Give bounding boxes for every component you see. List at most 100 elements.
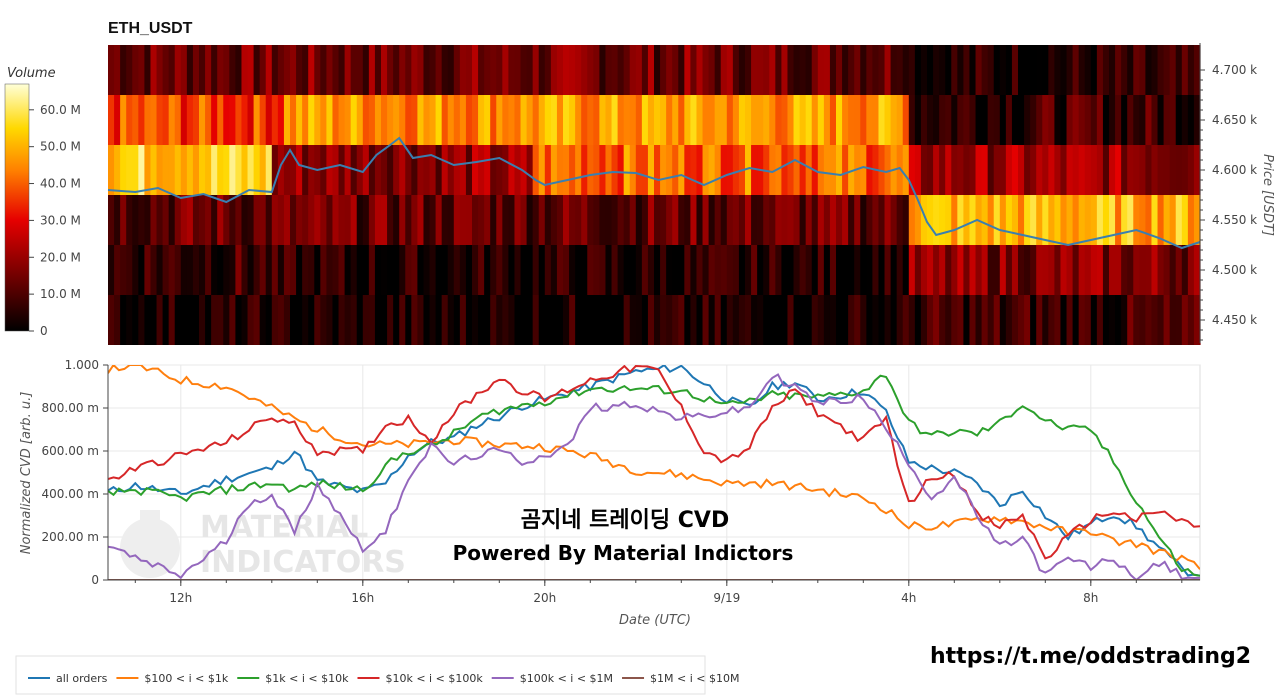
heatmap-cell xyxy=(690,145,698,195)
heatmap-cell xyxy=(696,145,704,195)
heatmap-cell xyxy=(277,245,285,295)
heatmap-cell xyxy=(496,245,503,295)
heatmap-cell xyxy=(435,95,443,145)
heatmap-cell xyxy=(1066,195,1074,245)
heatmap-cell xyxy=(957,95,964,145)
heatmap-cell xyxy=(1030,295,1037,345)
heatmap-cell xyxy=(271,45,279,95)
heatmap-cell xyxy=(933,295,940,345)
heatmap-cell xyxy=(896,45,904,95)
heatmap-cell xyxy=(229,145,236,195)
heatmap-cell xyxy=(1181,45,1189,95)
heatmap-cell xyxy=(180,95,188,145)
heatmap-cell xyxy=(787,95,795,145)
heatmap-cell xyxy=(265,45,273,95)
heatmap-cell xyxy=(199,295,206,345)
heatmap-cell xyxy=(374,295,382,345)
heatmap-cell xyxy=(896,95,904,145)
heatmap-cell xyxy=(423,195,431,245)
legend-label: $100k < i < $1M xyxy=(520,672,613,685)
heatmap-cell xyxy=(1163,245,1171,295)
heatmap-cell xyxy=(381,245,388,295)
cvd-y-tick-label: 200.00 m xyxy=(42,530,100,544)
heatmap-cell xyxy=(641,245,649,295)
heatmap-cell xyxy=(126,95,133,145)
heatmap-cell xyxy=(1127,195,1134,245)
heatmap-cell xyxy=(799,195,807,245)
heatmap-cell xyxy=(623,245,631,295)
heatmap-cell xyxy=(308,195,315,245)
heatmap-cell xyxy=(823,45,831,95)
heatmap-cell xyxy=(217,145,224,195)
heatmap-cell xyxy=(1011,45,1019,95)
telegram-link[interactable]: https://t.me/oddstrading2 xyxy=(930,644,1251,669)
cvd-series-line xyxy=(108,374,1200,577)
heatmap-cell xyxy=(684,295,691,345)
heatmap-cell xyxy=(1109,95,1116,145)
heatmap-cell xyxy=(763,45,770,95)
price-tick-label: 4.450 k xyxy=(1212,313,1257,327)
heatmap-cell xyxy=(1133,195,1140,245)
heatmap-cell xyxy=(981,245,989,295)
heatmap-cell xyxy=(168,295,176,345)
heatmap-cell xyxy=(1169,145,1177,195)
heatmap-cell xyxy=(180,145,188,195)
heatmap-cell xyxy=(484,295,491,345)
heatmap-cell xyxy=(866,95,873,145)
heatmap-cell xyxy=(429,95,437,145)
heatmap-cell xyxy=(290,95,297,145)
heatmap-cell xyxy=(714,245,722,295)
heatmap-cell xyxy=(914,95,922,145)
heatmap-cell xyxy=(478,95,485,145)
heatmap-cell xyxy=(453,145,461,195)
heatmap-cell xyxy=(253,245,261,295)
heatmap-cell xyxy=(314,295,321,345)
heatmap-cell xyxy=(1096,145,1104,195)
heatmap-cell xyxy=(878,45,886,95)
heatmap-cell xyxy=(611,45,619,95)
heatmap-cell xyxy=(344,295,352,345)
heatmap-cell xyxy=(368,45,376,95)
heatmap-cell xyxy=(265,295,273,345)
heatmap-cell xyxy=(781,95,789,145)
heatmap-cell xyxy=(635,95,643,145)
heatmap-cell xyxy=(817,145,825,195)
cvd-x-tick-label: 9/19 xyxy=(713,591,740,605)
heatmap-cell xyxy=(1151,195,1159,245)
heatmap-cell xyxy=(963,95,971,145)
heatmap-cell xyxy=(927,295,934,345)
heatmap-cell xyxy=(654,145,661,195)
heatmap-cell xyxy=(550,195,558,245)
heatmap-cell xyxy=(1024,45,1031,95)
heatmap-cell xyxy=(672,295,679,345)
heatmap-cell xyxy=(569,145,576,195)
heatmap-cell xyxy=(836,145,843,195)
heatmap-cell xyxy=(1090,295,1098,345)
heatmap-cell xyxy=(241,295,249,345)
heatmap-cell xyxy=(338,195,346,245)
heatmap-cell xyxy=(1181,95,1189,145)
heatmap-cell xyxy=(769,145,776,195)
heatmap-cell xyxy=(987,295,995,345)
heatmap-cell xyxy=(1127,45,1134,95)
heatmap-cell xyxy=(836,195,843,245)
heatmap-cell xyxy=(174,195,182,245)
heatmap-cell xyxy=(860,195,867,245)
heatmap-cell xyxy=(290,145,297,195)
heatmap-cell xyxy=(805,95,813,145)
heatmap-cell xyxy=(168,145,176,195)
heatmap-cell xyxy=(162,45,170,95)
heatmap-cell xyxy=(714,95,722,145)
heatmap-cell xyxy=(993,95,1001,145)
overlay-subtitle: Powered By Material Indictors xyxy=(453,541,794,565)
heatmap-cell xyxy=(514,195,522,245)
heatmap-cell xyxy=(180,45,188,95)
heatmap-cell xyxy=(217,245,224,295)
heatmap-cell xyxy=(108,245,115,295)
heatmap-cell xyxy=(635,145,643,195)
heatmap-cell xyxy=(326,195,334,245)
heatmap-cell xyxy=(593,95,600,145)
heatmap-cell xyxy=(787,145,795,195)
heatmap-cell xyxy=(1078,145,1086,195)
heatmap-cell xyxy=(526,145,534,195)
